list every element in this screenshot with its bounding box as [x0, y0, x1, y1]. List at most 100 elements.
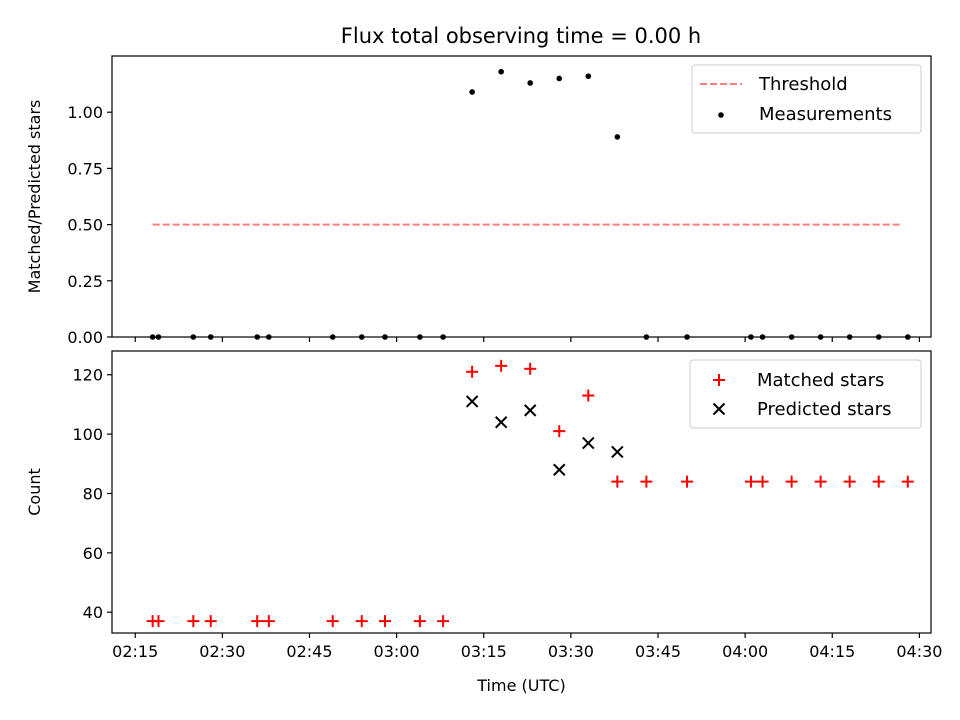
chart-title: Flux total observing time = 0.00 h: [341, 24, 701, 48]
matched-star-point: [582, 389, 595, 402]
x-b: [553, 463, 566, 476]
top-ytick-label: 0.25: [67, 272, 103, 291]
measurement-point: [149, 334, 156, 340]
measurement-point: [875, 334, 882, 340]
matched-star-point: [379, 615, 391, 628]
xlabel: Time (UTC): [476, 676, 565, 695]
xtick-label: 03:45: [635, 642, 681, 661]
top-plot: 0.00 0.25 0.50 0.75 1.00 Matched/Predicted st…: [25, 55, 932, 347]
measurement-point: [358, 334, 365, 340]
x-b: [494, 416, 508, 429]
matched-star-point: [251, 615, 264, 628]
matched-star-point: [466, 365, 479, 378]
matched-star-point: [681, 475, 694, 488]
matched-star-point: [495, 359, 508, 372]
bottom-ytick-label: 100: [72, 425, 103, 444]
predicted-star-point: [465, 395, 479, 408]
matched-star-point: [814, 475, 827, 488]
measurement-point: [759, 334, 766, 340]
bottom-ytick-label: 120: [72, 366, 103, 385]
predicted-star-point: [524, 404, 537, 417]
xtick-label: 02:15: [112, 642, 158, 661]
bottom-ylabel: Count: [25, 468, 44, 516]
measurement-point: [266, 334, 272, 340]
top-ytick-label: 0.50: [67, 216, 103, 235]
bottom-axes-frame: [111, 350, 932, 634]
measurement-point: [382, 334, 388, 340]
matched-star-point: [262, 615, 275, 628]
x-b: [611, 445, 624, 459]
matched-star-point: [611, 475, 624, 488]
matched-star-point: [437, 615, 450, 628]
measurement-point: [904, 334, 911, 340]
bottom-ytick-label: 40: [83, 603, 103, 622]
measurement-point: [329, 334, 336, 340]
legend-predicted-label: Predicted stars: [757, 399, 891, 420]
matched-star-point: [756, 475, 769, 488]
xtick-label: 03:15: [461, 642, 507, 661]
matched-star-point: [843, 475, 856, 488]
matched-star-point: [640, 475, 653, 488]
matched-star-point: [413, 615, 426, 628]
xtick-label: 02:45: [286, 642, 332, 661]
bottom-legend: Matched stars Predicted stars: [689, 359, 922, 429]
measurement-point: [684, 334, 690, 340]
bottom-ytick-label: 60: [83, 544, 103, 563]
legend-threshold-label: Threshold: [758, 74, 848, 95]
measurement-point: [469, 89, 475, 95]
legend-box: [691, 64, 922, 134]
measurement-point: [498, 68, 504, 75]
measurement-point: [817, 334, 824, 340]
measurement-point: [846, 334, 853, 340]
matched-star-point: [187, 615, 200, 628]
legend-measurements-swatch: [718, 112, 724, 118]
matched-star-point: [744, 475, 757, 488]
xtick-label: 03:30: [548, 642, 594, 661]
measurement-point: [556, 75, 563, 82]
xtick-label: 04:15: [809, 642, 855, 661]
predicted-star-point: [611, 445, 624, 459]
top-ylabel: Matched/Predicted stars: [25, 100, 44, 294]
measurement-point: [788, 334, 795, 340]
matched-star-point: [872, 475, 885, 488]
measurement-point: [614, 134, 621, 140]
bottom-plot: 40 60 80 100 120 02:15 02:30 02:45 03:00 03:15 03:…: [25, 350, 942, 695]
matched-star-point: [326, 615, 339, 628]
matched-star-point: [204, 615, 217, 628]
x-b: [582, 436, 595, 450]
legend-box: [689, 359, 922, 429]
xtick-label: 02:30: [199, 642, 245, 661]
predicted-star-point: [553, 463, 566, 476]
matched-star-point: [524, 362, 537, 375]
top-ytick-label: 1.00: [67, 103, 103, 122]
measurement-point: [155, 334, 162, 340]
matched-star-point: [355, 615, 368, 628]
measurement-point: [417, 334, 423, 340]
measurement-point: [207, 334, 214, 340]
predicted-star-point: [494, 416, 508, 429]
measurement-point: [748, 334, 754, 340]
matched-star-point: [785, 475, 798, 488]
measurement-point: [190, 334, 197, 340]
top-legend: Threshold Measurements: [691, 64, 922, 134]
measurement-point: [527, 80, 534, 86]
measurement-point: [643, 334, 650, 340]
predicted-star-point: [582, 436, 595, 450]
matched-star-point: [901, 475, 914, 488]
legend-measurements-label: Measurements: [759, 104, 892, 125]
matched-star-point: [553, 425, 566, 438]
legend-predicted-swatch-b: [712, 402, 726, 416]
measurement-point: [585, 73, 592, 80]
xtick-label: 04:00: [722, 642, 768, 661]
xtick-label: 03:00: [374, 642, 420, 661]
xtick-label: 04:30: [896, 642, 942, 661]
x-b: [524, 404, 537, 417]
legend-matched-label: Matched stars: [757, 370, 884, 391]
top-ytick-label: 0.75: [67, 159, 103, 178]
bottom-ytick-label: 80: [83, 484, 103, 503]
measurement-point: [440, 334, 446, 340]
measurement-point: [254, 334, 261, 340]
top-ytick-label: 0.00: [67, 328, 103, 347]
top-axes-frame: [111, 55, 932, 338]
